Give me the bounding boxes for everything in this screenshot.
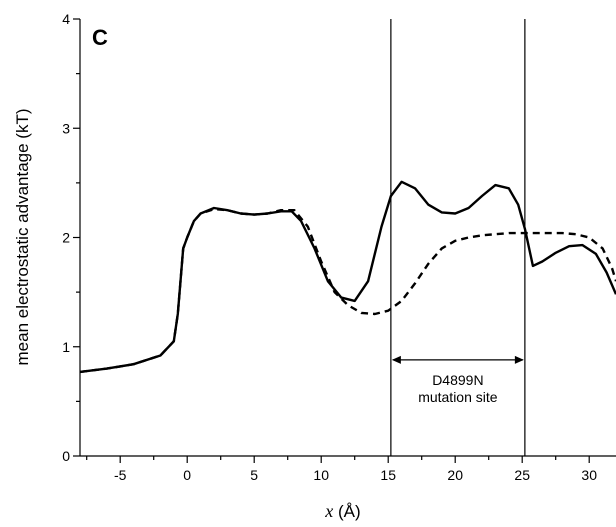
- y-axis-label: mean electrostatic advantage (kT): [13, 108, 32, 365]
- y-tick-label: 2: [62, 230, 70, 246]
- annotation-arrowhead-right: [514, 355, 524, 364]
- x-axis-unit: (Å): [333, 502, 360, 521]
- x-tick-label: 20: [447, 467, 463, 483]
- x-tick-label: 25: [514, 467, 530, 483]
- annotation-line-1: D4899N: [432, 372, 483, 388]
- annotation-line-2: mutation site: [418, 389, 498, 405]
- x-axis-label: x (Å): [324, 501, 360, 521]
- x-tick-label: 5: [250, 467, 258, 483]
- axes: [79, 19, 616, 457]
- annotation-arrowhead-left: [391, 355, 401, 364]
- x-tick-label: -5: [114, 467, 127, 483]
- data-curves: [79, 180, 616, 374]
- x-tick-label: 0: [183, 467, 191, 483]
- y-tick-label: 0: [62, 448, 70, 464]
- x-tick-label: 30: [581, 467, 597, 483]
- y-tick-label: 3: [62, 120, 70, 136]
- ticks: -5 0 5 10 15 20 25 30 0 1 2 3 4: [62, 11, 597, 483]
- dashed-curve: [79, 207, 616, 374]
- solid-curve: [79, 180, 616, 374]
- y-tick-label: 4: [62, 11, 70, 27]
- region-boundaries: [390, 19, 526, 456]
- x-tick-label: 15: [380, 467, 396, 483]
- y-tick-label: 1: [62, 339, 70, 355]
- x-tick-label: 10: [313, 467, 329, 483]
- panel-label: C: [92, 25, 108, 50]
- x-axis-variable: x: [324, 501, 333, 521]
